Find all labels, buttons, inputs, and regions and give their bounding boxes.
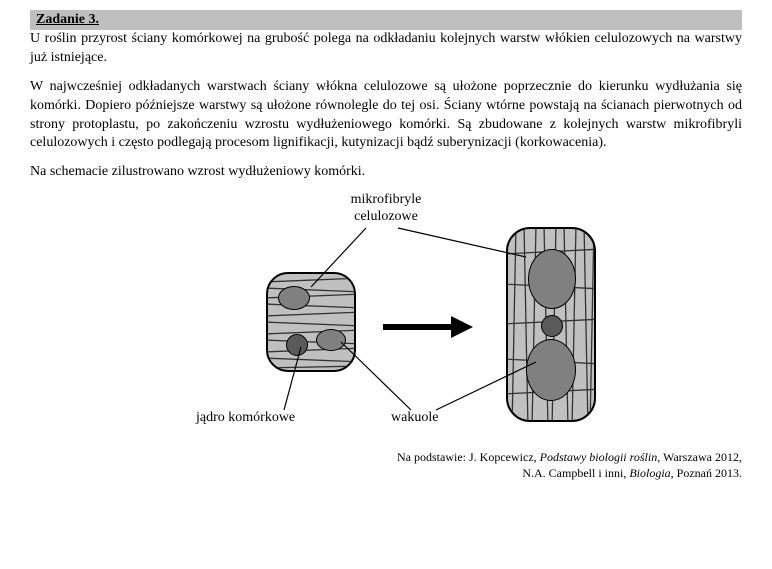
citation-title1: Podstawy biologii roślin [540,450,658,464]
diagram: mikrofibryle celulozowe jądro komórkowe … [136,192,636,442]
citation: Na podstawie: J. Kopcewicz, Podstawy bio… [30,450,742,481]
vacuole-large-2 [526,339,576,401]
label-nucleus: jądro komórkowe [196,410,295,427]
cell-small [266,272,356,372]
label-vacuoles: wakuole [391,410,438,427]
task-header: Zadanie 3. [30,10,742,30]
arrow-big [381,312,476,342]
citation-line2a: N.A. Campbell i inni, [522,466,629,480]
paragraph-3: Na schemacie zilustrowano wzrost wydłuże… [30,163,742,182]
paragraph-2: W najwcześniej odkładanych warstwach ści… [30,78,742,154]
citation-line2b: , Poznań 2013. [671,466,742,480]
vacuole-large-1 [528,249,576,309]
citation-mid1: , Warszawa 2012, [657,450,742,464]
cell-large [506,227,596,422]
label-microfibrils: mikrofibryle celulozowe [326,192,446,226]
citation-title2: Biologia [629,466,670,480]
citation-prefix: Na podstawie: J. Kopcewicz, [397,450,540,464]
paragraph-1: U roślin przyrost ściany komórkowej na g… [30,30,742,68]
diagram-wrapper: mikrofibryle celulozowe jądro komórkowe … [30,192,742,442]
